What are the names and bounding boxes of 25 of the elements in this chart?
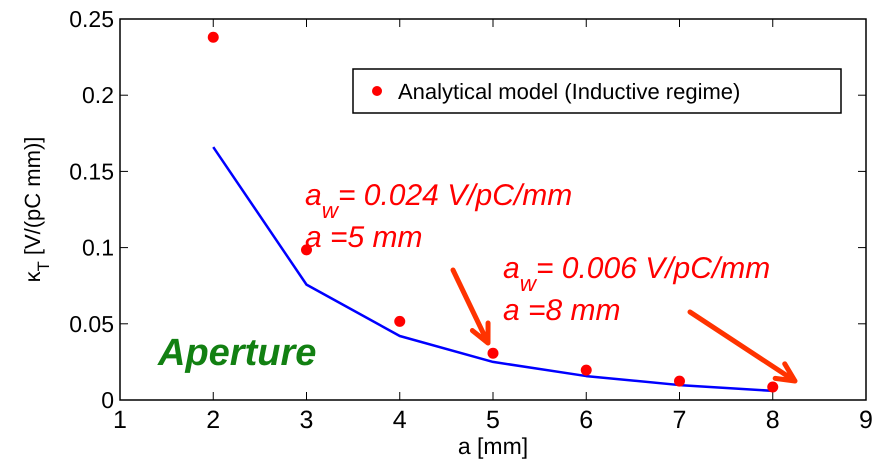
x-axis-title: a [mm]: [458, 433, 528, 459]
annotation: a$_{w}$= 0.006 V/pC/mm a =8 mm: [503, 252, 770, 327]
point: [208, 32, 219, 43]
point: [767, 382, 778, 393]
y-tick-label: 0: [101, 387, 114, 413]
y-tick-label: 0.15: [69, 158, 114, 184]
point: [674, 376, 685, 387]
y-tick-label: 0.2: [82, 82, 114, 108]
point: [580, 364, 592, 376]
point: [394, 316, 406, 327]
x-tick-label: 9: [859, 406, 873, 434]
x-tick-label: 6: [579, 406, 594, 434]
x-tick-label: 2: [206, 406, 220, 434]
x-tick-label: 8: [766, 406, 780, 434]
y-tick-label: 0.25: [69, 6, 114, 32]
annotation: Aperture: [157, 332, 316, 374]
x-tick-label: 3: [300, 406, 314, 434]
y-tick-label: 0.1: [82, 234, 114, 261]
x-tick-label: 1: [113, 406, 127, 434]
x-tick-label: 7: [672, 406, 686, 434]
x-tick-label: 5: [486, 406, 500, 434]
legend-label: Analytical model (Inductive regime): [398, 79, 740, 104]
x-tick-label: 4: [392, 406, 407, 434]
point: [488, 348, 498, 359]
y-tick-label: 0.05: [69, 310, 114, 337]
